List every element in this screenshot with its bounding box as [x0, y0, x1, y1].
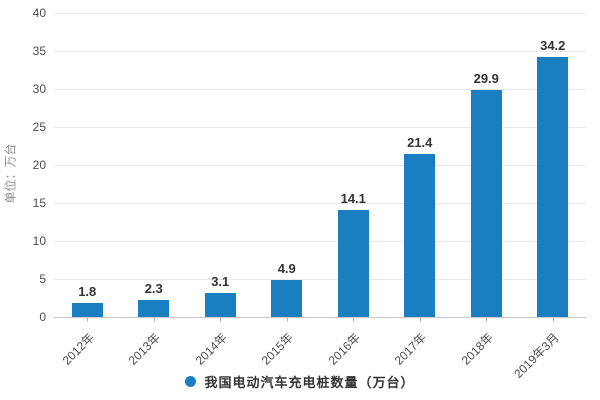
- gridline: [54, 164, 586, 166]
- bar-2012年: [71, 303, 103, 317]
- bar-2016年: [337, 209, 369, 317]
- bar-value-label: 14.1: [340, 190, 366, 206]
- bar-value-label: 3.1: [211, 274, 230, 290]
- x-axis-tick: [552, 317, 554, 322]
- bar-value-label: 34.2: [540, 38, 566, 54]
- gridline: [54, 88, 586, 90]
- legend-label: 我国电动汽车充电桩数量（万台）: [204, 375, 415, 390]
- gridline: [54, 202, 586, 204]
- bar-2013年: [138, 299, 170, 317]
- y-tick-label: 40: [32, 6, 46, 20]
- x-axis-tick: [286, 317, 288, 322]
- x-axis-tick: [419, 317, 421, 322]
- y-tick-label: 5: [39, 272, 46, 286]
- x-tick-label: 2014年: [192, 330, 230, 368]
- gridline: [54, 240, 586, 242]
- x-tick-label: 2017年: [391, 330, 430, 368]
- x-tick-label: 2018年: [458, 330, 496, 368]
- bar-value-label: 1.8: [78, 284, 97, 300]
- plot-area: 0 5 10 15 20 25 30 35 40 1.8 2012年 2.3 2013年 3.1 2014年…: [33, 7, 586, 381]
- gridline: [54, 278, 586, 280]
- bar-value-label: 4.9: [277, 260, 296, 276]
- bar-2018年: [470, 89, 502, 317]
- y-tick-label: 0: [39, 310, 46, 324]
- y-tick-label: 20: [32, 158, 46, 172]
- x-axis-tick: [87, 317, 89, 322]
- y-tick-label: 25: [32, 120, 46, 134]
- x-axis-tick: [153, 317, 155, 322]
- legend-dot-icon: [185, 376, 197, 387]
- bar-value-label: 21.4: [407, 135, 433, 151]
- y-tick-label: 15: [32, 196, 46, 210]
- y-tick-label: 10: [32, 234, 46, 248]
- x-axis-tick: [353, 317, 355, 322]
- gridline: [54, 316, 586, 318]
- x-axis-tick: [220, 317, 222, 322]
- x-tick-label: 2013年: [125, 330, 164, 368]
- bar-value-label: 29.9: [473, 70, 499, 86]
- gridline: [54, 126, 586, 128]
- bar-2017年: [404, 154, 436, 317]
- x-tick-label: 2016年: [325, 330, 363, 368]
- gridline: [54, 12, 586, 14]
- gridline: [54, 50, 586, 52]
- bar-2019年3月: [537, 57, 569, 317]
- x-tick-label: 2015年: [258, 330, 297, 368]
- y-tick-label: 30: [32, 82, 46, 96]
- legend: 我国电动汽车充电桩数量（万台）: [0, 372, 600, 391]
- bar-2015年: [271, 279, 303, 317]
- x-axis-tick: [486, 317, 488, 322]
- bar-value-label: 2.3: [144, 280, 163, 296]
- bar-2014年: [204, 293, 236, 317]
- y-tick-label: 35: [32, 44, 46, 58]
- x-tick-label: 2012年: [59, 330, 97, 368]
